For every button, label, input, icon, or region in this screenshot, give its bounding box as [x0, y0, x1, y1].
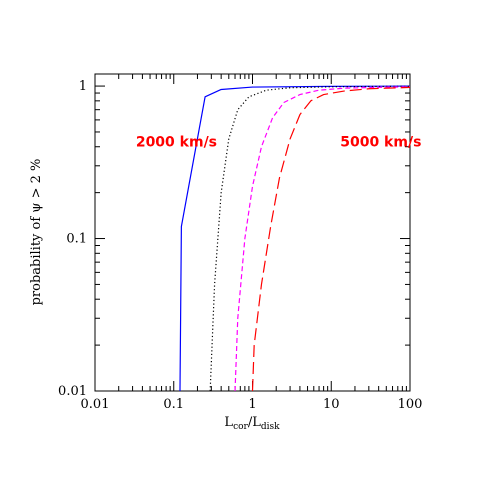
y-tick-label: 0.1 — [66, 232, 87, 247]
plot-frame — [94, 73, 411, 392]
x-tick-label: 0.01 — [81, 397, 110, 412]
series-line-longdash — [251, 86, 411, 392]
x-axis-label-main: L — [224, 415, 233, 430]
annotation-label: 2000 km/s — [136, 135, 217, 151]
tick-marks — [94, 74, 410, 392]
series-group — [179, 85, 411, 392]
series-line-dashed — [234, 86, 411, 392]
x-tick-label: 100 — [398, 397, 423, 412]
series-line-dotted — [209, 85, 411, 392]
series-line-solid — [179, 85, 411, 392]
x-axis-label-sub1: cor — [233, 422, 248, 432]
annotation-label: 5000 km/s — [340, 135, 421, 151]
tick-labels: 0.01 0.1 1 10 100 0.01 0.1 1 — [58, 79, 422, 412]
y-axis-label: probability of ψ > 2 % — [29, 159, 44, 306]
x-axis-label-slash: /L — [248, 415, 261, 430]
x-axis-label-sub2: disk — [261, 422, 280, 432]
x-tick-label: 1 — [248, 397, 256, 412]
x-tick-label: 10 — [323, 397, 340, 412]
x-axis-label: Lcor/Ldisk — [224, 415, 280, 432]
annotations: 2000 km/s 5000 km/s — [136, 135, 422, 151]
y-tick-label: 0.01 — [58, 384, 87, 399]
x-tick-label: 0.1 — [163, 397, 184, 412]
y-tick-label: 1 — [79, 79, 87, 94]
